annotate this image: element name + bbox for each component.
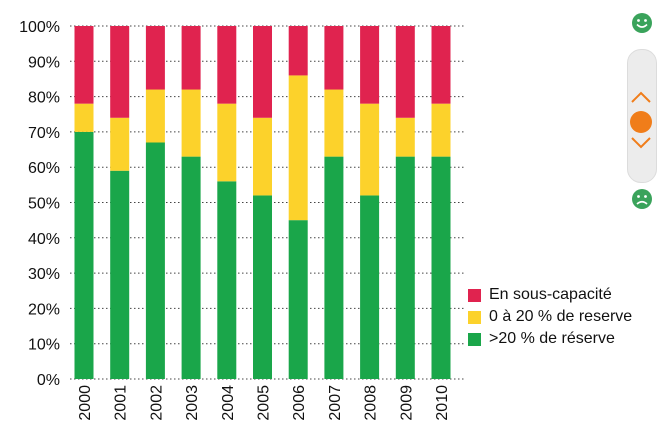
bar-segment bbox=[288, 26, 308, 76]
bar-segment bbox=[360, 103, 380, 196]
slider-knob[interactable] bbox=[630, 111, 652, 133]
bar-segment bbox=[395, 156, 415, 379]
bar-segment bbox=[110, 26, 130, 118]
x-tick-label: 2005 bbox=[256, 385, 273, 421]
bar-segment bbox=[74, 131, 94, 379]
bar-segment bbox=[324, 89, 344, 157]
legend-label: En sous-capacité bbox=[489, 286, 612, 303]
bar-segment bbox=[145, 89, 165, 143]
bar-segment bbox=[288, 220, 308, 379]
x-tick-label: 2000 bbox=[77, 385, 94, 421]
x-tick-label: 2010 bbox=[434, 385, 451, 421]
y-tick-label: 20% bbox=[28, 301, 60, 318]
bar-segment bbox=[74, 103, 94, 132]
y-tick-label: 10% bbox=[28, 337, 60, 354]
bar-segment bbox=[110, 170, 130, 379]
chevron-up-icon[interactable] bbox=[629, 90, 653, 104]
legend-swatch bbox=[468, 332, 481, 346]
y-tick-label: 80% bbox=[28, 90, 60, 107]
y-tick-label: 70% bbox=[28, 125, 60, 142]
bar-segment bbox=[181, 156, 201, 379]
bar-segment bbox=[431, 26, 451, 104]
x-tick-label: 2002 bbox=[148, 385, 165, 421]
bar-segment bbox=[217, 103, 237, 182]
bar-segment bbox=[360, 195, 380, 379]
bar-segment bbox=[181, 26, 201, 90]
x-axis-labels: 2000 2001 2002 2003 2004 2005 2006 2007 2008 2009… bbox=[77, 385, 451, 421]
bar-segment bbox=[360, 26, 380, 104]
rating-slider-widget bbox=[625, 12, 659, 212]
x-tick-label: 2008 bbox=[363, 385, 380, 421]
x-tick-label: 2004 bbox=[220, 385, 237, 421]
bar-segment bbox=[181, 89, 201, 157]
y-tick-label: 60% bbox=[28, 160, 60, 177]
bar-segment bbox=[431, 103, 451, 157]
x-tick-label: 2007 bbox=[327, 385, 344, 421]
legend-swatch bbox=[468, 288, 481, 302]
bar-segment bbox=[324, 26, 344, 90]
y-tick-label: 30% bbox=[28, 266, 60, 283]
bar-segment bbox=[110, 117, 130, 171]
y-tick-label: 90% bbox=[28, 54, 60, 71]
bar-segment bbox=[324, 156, 344, 379]
x-tick-label: 2009 bbox=[398, 385, 415, 421]
y-tick-label: 40% bbox=[28, 231, 60, 248]
x-tick-label: 2003 bbox=[184, 385, 201, 421]
bar-segment bbox=[253, 195, 272, 379]
bar-segment bbox=[217, 26, 237, 104]
x-tick-label: 2001 bbox=[113, 385, 130, 421]
bar-segment bbox=[74, 26, 94, 104]
y-tick-label: 50% bbox=[28, 196, 60, 213]
bar-segment bbox=[431, 156, 451, 379]
bar-segment bbox=[395, 26, 415, 118]
legend: En sous-capacité 0 à 20 % de reserve >20… bbox=[468, 284, 632, 350]
chevron-down-icon[interactable] bbox=[629, 136, 653, 150]
bar-segment bbox=[145, 142, 165, 379]
bar-segment bbox=[395, 117, 415, 157]
legend-label: >20 % de réserve bbox=[489, 330, 615, 347]
legend-item-reserve-0-20: 0 à 20 % de reserve bbox=[468, 306, 632, 328]
bars bbox=[74, 26, 451, 379]
legend-swatch bbox=[468, 310, 481, 324]
legend-label: 0 à 20 % de reserve bbox=[489, 308, 633, 325]
y-tick-label: 100% bbox=[19, 19, 60, 36]
bar-segment bbox=[145, 26, 165, 90]
smiley-happy-icon bbox=[632, 13, 652, 33]
bar-segment bbox=[253, 117, 272, 196]
bar-segment bbox=[288, 75, 308, 221]
legend-item-sous-capacite: En sous-capacité bbox=[468, 284, 632, 306]
smiley-sad-icon bbox=[632, 189, 652, 209]
y-axis-labels: 0% 10% 20% 30% 40% 50% 60% 70% 80% 90% 100% bbox=[19, 19, 60, 389]
bar-segment bbox=[253, 26, 272, 118]
legend-item-reserve-20: >20 % de réserve bbox=[468, 328, 632, 350]
bar-segment bbox=[217, 181, 237, 379]
x-tick-label: 2006 bbox=[291, 385, 308, 421]
y-tick-label: 0% bbox=[37, 372, 60, 389]
